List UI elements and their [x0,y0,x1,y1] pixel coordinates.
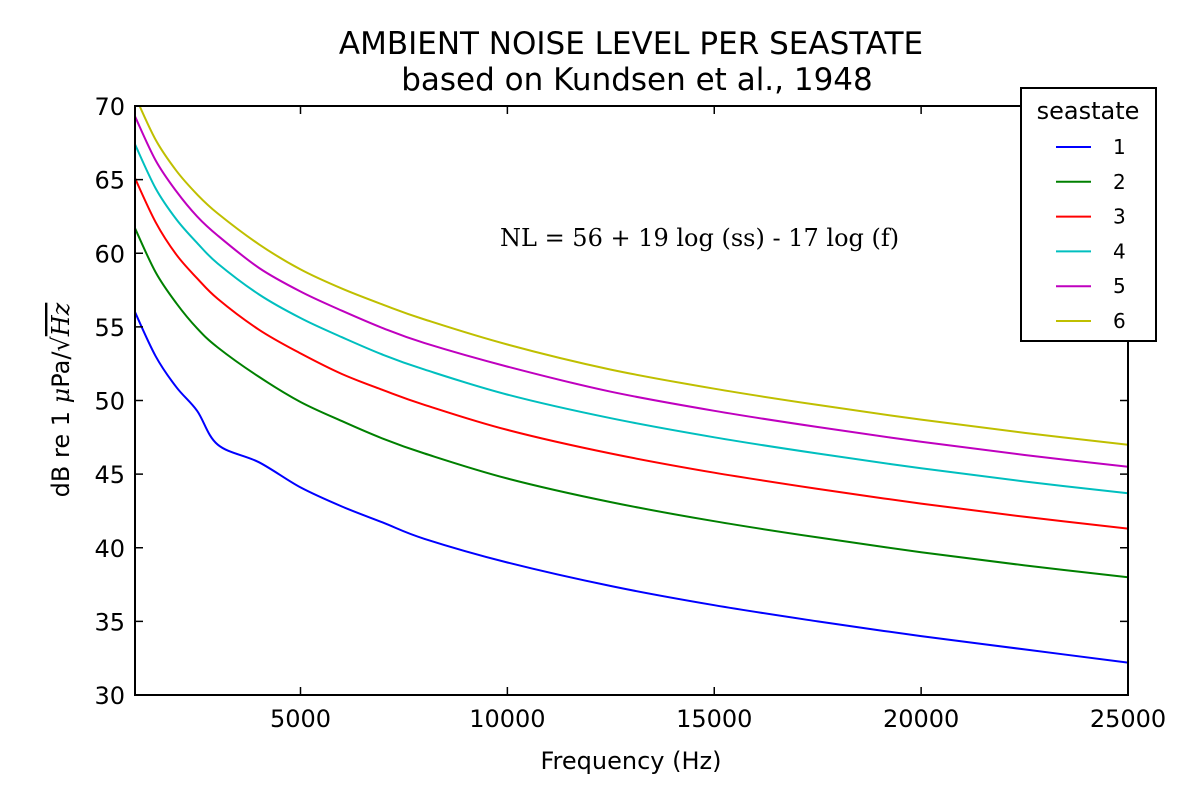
series-line-seastate-2 [135,227,1128,579]
legend-title: seastate [1037,97,1140,125]
y-tick-label: 35 [94,608,125,636]
y-tick-label: 60 [94,240,125,268]
y-tick-label: 65 [94,167,125,195]
x-tick-label: 15000 [676,705,752,733]
legend-label-6: 6 [1113,309,1126,333]
legend-label-4: 4 [1113,239,1126,263]
y-tick-label: 30 [94,682,125,710]
y-tick-label: 50 [94,388,125,416]
y-axis-label-unit: Pa/ [47,351,75,388]
y-tick-label: 55 [94,314,125,342]
y-axis-label-mu: μ [47,388,75,404]
chart-subtitle: based on Kundsen et al., 1948 [401,62,873,98]
formula-annotation: NL = 56 + 19 log (ss) - 17 log (f) [500,224,899,252]
series-line-seastate-3 [135,177,1128,530]
legend-label-1: 1 [1113,135,1126,159]
series-layer [135,106,1128,664]
y-axis-label-hz: Hz [47,302,75,337]
plot-background [135,106,1128,695]
series-line-seastate-1 [135,311,1128,664]
y-axis-label: dB re 1 μPa/√Hz [47,302,75,497]
x-tick-label: 10000 [469,705,545,733]
y-axis-label-sqrt: √ [47,336,75,352]
legend-label-2: 2 [1113,170,1126,194]
y-tick-label: 70 [94,93,125,121]
svg-text:dB re 1 μPa/√Hz: dB re 1 μPa/√Hz [47,302,75,497]
x-tick-label: 25000 [1090,705,1166,733]
legend-items: 1 2 3 4 5 6 [1056,135,1126,333]
legend: seastate 1 2 3 4 5 6 [1020,87,1157,342]
x-tick-label: 5000 [270,705,331,733]
y-tick-label: 40 [94,535,125,563]
legend-box [1020,87,1157,342]
x-axis-label: Frequency (Hz) [541,747,722,775]
y-axis-label-prefix: dB re 1 [47,403,75,497]
y-tick-label: 45 [94,461,125,489]
series-line-seastate-4 [135,143,1128,495]
legend-label-5: 5 [1113,274,1126,298]
series-line-seastate-5 [135,115,1128,468]
series-line-seastate-6 [138,106,1128,446]
ticks-layer: 5000 10000 15000 20000 250003035404550556065… [94,93,1166,733]
chart-title: AMBIENT NOISE LEVEL PER SEASTATE [339,26,923,62]
legend-label-3: 3 [1113,205,1126,229]
x-tick-label: 20000 [883,705,959,733]
